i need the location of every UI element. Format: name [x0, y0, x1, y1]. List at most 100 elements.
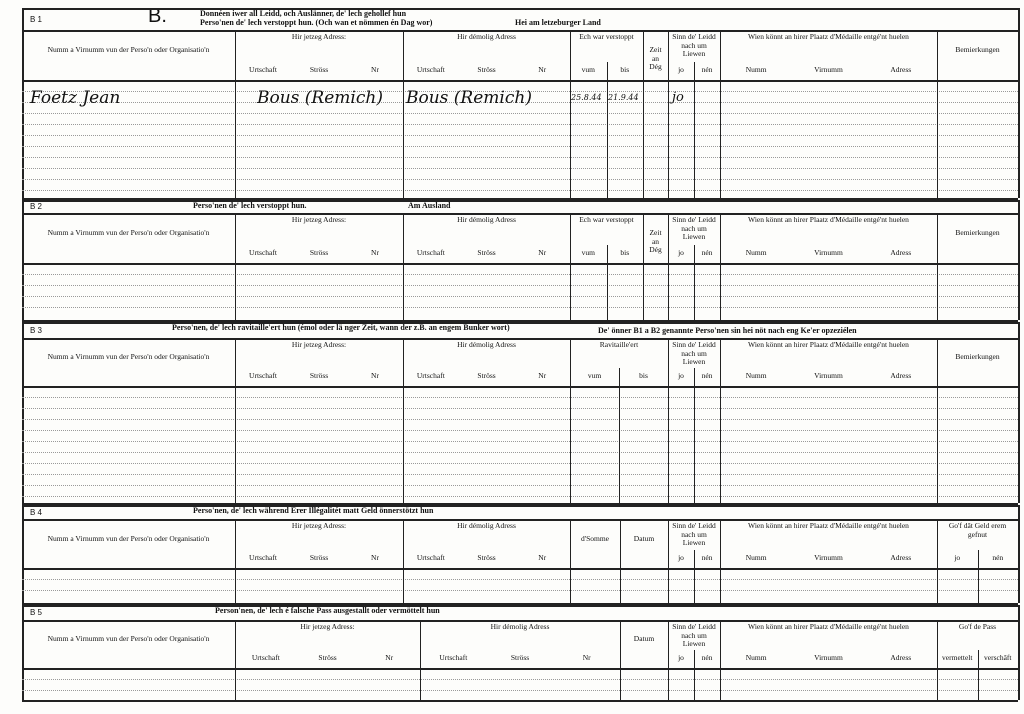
column-sublabel: Numm [745, 248, 767, 257]
column-label: Hir jetzeg Adress: [291, 32, 347, 41]
rule [937, 519, 938, 603]
column-sublabel: Nr [371, 248, 379, 257]
rule [570, 338, 571, 503]
column-sublabel: jo [678, 65, 684, 74]
rule [694, 368, 695, 503]
section-note: De' önner B1 a B2 genannte Perso'nen sin… [598, 326, 857, 335]
column-sublabel: Ströss [309, 248, 329, 257]
column-sublabel: Nr [538, 65, 547, 74]
column-sublabel: Virnumm [814, 371, 843, 380]
rule [22, 80, 1018, 82]
row-line [22, 157, 1018, 158]
column-label: Hir démolig Adress [457, 215, 516, 224]
column-label: Go'f de Pass [958, 622, 997, 631]
row-line [22, 690, 1018, 691]
rule [694, 245, 695, 320]
rule [403, 519, 404, 603]
column-sublabel: Urtschaft [249, 248, 277, 257]
section-heading: Perso'nen, de' lech ravitaille'ert hun (… [172, 323, 510, 332]
column-label: Wien könnt an hirer Plaatz d'Médaille en… [748, 521, 909, 530]
column-sublabel: Adress [890, 371, 912, 380]
column-sublabel: Urtschaft [416, 248, 445, 257]
row-line [22, 474, 1018, 475]
rule [403, 338, 404, 503]
row-line [22, 463, 1018, 464]
entry-name: Foetz Jean [30, 88, 121, 108]
row-line [22, 397, 1018, 398]
section-id: B 4 [30, 507, 43, 517]
column-sublabel: Nr [371, 553, 379, 562]
entry-from: 25.8.44 [571, 93, 602, 102]
rule [977, 550, 979, 603]
rule [570, 30, 571, 198]
column-sublabel: jo [678, 248, 684, 257]
column-sublabel: Urtschaft [416, 371, 445, 380]
column-sublabel: vum [587, 371, 602, 380]
row-line [22, 135, 1018, 136]
column-sublabel: Virnumm [814, 248, 843, 257]
row-line [22, 274, 1018, 275]
rule [22, 620, 1018, 622]
row-line [22, 419, 1018, 420]
rule [235, 213, 236, 320]
column-sublabel: nén [701, 65, 713, 74]
column-sublabel: Ströss [309, 553, 329, 562]
rule [1018, 8, 1020, 198]
column-sublabel: Nr [371, 371, 379, 380]
rule [22, 700, 1018, 702]
section-heading: Perso'nen de' lech verstoppt hun. (Och w… [200, 18, 433, 27]
row-line [22, 496, 1018, 497]
column-label: Bemierkungen [955, 352, 1000, 361]
row-line [22, 113, 1018, 114]
rule [668, 620, 669, 700]
rule [694, 62, 695, 198]
column-sublabel: Ströss [477, 65, 496, 74]
column-sublabel: Nr [538, 371, 547, 380]
row-line [22, 441, 1018, 442]
column-sublabel: Ströss [309, 65, 329, 74]
section-heading: Perso'nen de' lech verstoppt hun. [193, 201, 307, 210]
column-sublabel: nén [701, 248, 713, 257]
column-sublabel: Virnumm [814, 65, 843, 74]
column-sublabel: Numm [745, 653, 767, 662]
column-label: Hir jetzeg Adress: [291, 340, 347, 349]
rule [668, 213, 669, 320]
rule [668, 338, 669, 503]
column-label: Numm a Virnumm vun der Perso'n oder Orga… [47, 634, 210, 643]
row-line [22, 285, 1018, 286]
rule [22, 519, 1018, 521]
column-label: Zeit an Dég [649, 45, 662, 71]
column-sublabel: Ströss [477, 371, 496, 380]
rule [420, 620, 421, 700]
column-label: Hir démolig Adress [457, 521, 516, 530]
rule [22, 603, 1018, 605]
rule [720, 519, 721, 603]
row-line [22, 307, 1018, 308]
rule [22, 320, 1018, 322]
row-line [22, 408, 1018, 409]
rule [1018, 505, 1020, 603]
rule [22, 605, 1018, 607]
rule [720, 620, 721, 700]
rule [22, 200, 24, 320]
rule [235, 620, 236, 700]
column-sublabel: jo [678, 371, 684, 380]
rule [22, 505, 24, 603]
section-region: Am Ausland [408, 201, 451, 210]
column-sublabel: Adress [890, 248, 912, 257]
column-label: Wien könnt an hirer Plaatz d'Médaille en… [748, 340, 909, 349]
section-heading: Donnéen iwer all Leidd, och Auslänner, d… [200, 9, 407, 18]
column-label: Sinn de' Leidd nach um Liewen [672, 521, 716, 547]
column-sublabel: Nr [538, 553, 547, 562]
column-sublabel: jo [678, 653, 684, 662]
row-line [22, 430, 1018, 431]
rule [22, 8, 24, 198]
column-sublabel: Adress [890, 65, 912, 74]
column-sublabel: nén [701, 653, 713, 662]
column-sublabel: Numm [745, 65, 767, 74]
row-line [22, 590, 1018, 591]
column-label: Datum [633, 634, 655, 643]
column-sublabel: jo [678, 553, 684, 562]
column-label: Numm a Virnumm vun der Perso'n oder Orga… [47, 228, 210, 237]
column-sublabel: Ströss [510, 653, 530, 662]
